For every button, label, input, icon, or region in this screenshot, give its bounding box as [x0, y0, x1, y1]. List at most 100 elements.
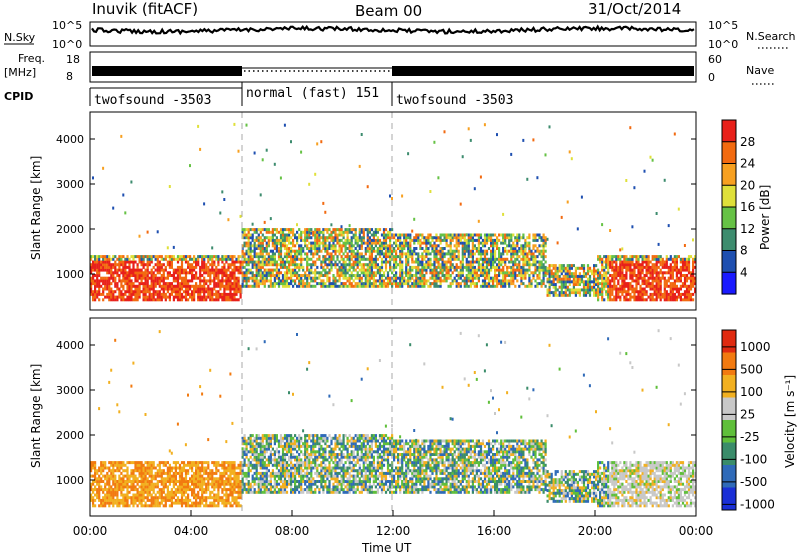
heatmap-cell [445, 263, 448, 267]
heatmap-cell [445, 236, 448, 240]
heatmap-cell [378, 244, 382, 248]
heatmap-cell [609, 229, 612, 232]
heatmap-cell [570, 280, 573, 284]
heatmap-cell [441, 263, 444, 267]
heatmap-cell [215, 271, 218, 275]
heatmap-cell [530, 284, 533, 288]
heatmap-cell [114, 263, 117, 267]
heatmap-cell [106, 482, 109, 486]
heatmap-cell [150, 471, 153, 475]
heatmap-cell [116, 287, 119, 291]
heatmap-cell [221, 284, 224, 288]
heatmap-cell [267, 271, 270, 275]
heatmap-cell [544, 274, 547, 277]
heatmap-cell [403, 282, 406, 286]
heatmap-cell [187, 265, 190, 269]
heatmap-cell [619, 274, 622, 277]
heatmap-cell [298, 257, 301, 261]
heatmap-cell [142, 480, 145, 483]
heatmap-cell [459, 274, 462, 277]
heatmap-cell [445, 265, 448, 269]
heatmap-cell [370, 228, 373, 232]
heatmap-cell [433, 282, 436, 286]
heatmap-cell [631, 263, 634, 267]
heatmap-cell [312, 279, 315, 283]
heatmap-cell [651, 292, 654, 296]
heatmap-cell [481, 284, 485, 288]
heatmap-cell [605, 290, 608, 294]
heatmap-cell [292, 279, 295, 283]
heatmap-cell [485, 260, 489, 264]
heatmap-cell [300, 150, 303, 154]
heatmap-cell [681, 257, 685, 261]
heatmap-cell [595, 283, 598, 286]
heatmap-cell [518, 284, 521, 288]
heatmap-cell [591, 288, 594, 292]
heatmap-cell [520, 274, 523, 277]
heatmap-cell [397, 263, 400, 267]
heatmap-cell [389, 238, 392, 242]
heatmap-cell [174, 257, 177, 261]
heatmap-cell [520, 252, 523, 256]
heatmap-cell [138, 480, 141, 483]
heatmap-cell [128, 287, 131, 291]
heatmap-cell [457, 274, 460, 277]
heatmap-cell [172, 461, 175, 465]
heatmap-cell [94, 469, 97, 473]
heatmap-cell [560, 285, 563, 289]
heatmap-cell [146, 230, 149, 234]
heatmap-cell [623, 295, 626, 299]
heatmap-cell [205, 290, 208, 294]
heatmap-cell [108, 485, 111, 489]
heatmap-cell [265, 148, 268, 152]
heatmap-cell [142, 477, 145, 481]
heatmap-cell [437, 276, 440, 280]
heatmap-cell [663, 279, 666, 283]
heatmap-cell [120, 480, 123, 483]
heatmap-cell [508, 284, 511, 288]
heatmap-cell [350, 247, 353, 250]
heatmap-cell [104, 295, 107, 299]
heatmap-cell [647, 260, 650, 264]
heatmap-cell [348, 249, 351, 253]
heatmap-cell [144, 279, 147, 283]
heatmap-cell [168, 498, 171, 502]
heatmap-cell [536, 274, 539, 277]
heatmap-cell [191, 284, 194, 288]
heatmap-cell [605, 282, 608, 286]
heatmap-cell [247, 230, 250, 234]
heatmap-cell [184, 298, 188, 302]
heatmap-cell [512, 255, 515, 259]
heatmap-cell [490, 249, 493, 253]
heatmap-cell [283, 260, 287, 264]
heatmap-cell [593, 291, 596, 295]
heatmap-cell [227, 257, 230, 261]
heatmap-cell [104, 498, 107, 502]
heatmap-cell [568, 266, 571, 270]
heatmap-cell [156, 279, 159, 283]
heatmap-cell [112, 461, 115, 465]
heatmap-cell [227, 268, 230, 272]
heatmap-cell [160, 274, 163, 277]
heatmap-cell [336, 274, 339, 277]
heatmap-cell [176, 260, 180, 264]
heatmap-cell [605, 257, 608, 261]
heatmap-cell [166, 485, 169, 489]
heatmap-cell [443, 247, 446, 250]
heatmap-cell [290, 276, 293, 280]
heatmap-cell [538, 271, 541, 275]
heatmap-cell [342, 257, 345, 261]
heatmap-cell [481, 257, 485, 261]
heatmap-cell [463, 238, 466, 242]
heatmap-cell [330, 257, 333, 261]
heatmap-cell [366, 249, 369, 253]
heatmap-cell [298, 284, 301, 288]
heatmap-cell [251, 276, 254, 280]
heatmap-cell [332, 230, 335, 234]
heatmap-cell [427, 257, 430, 261]
heatmap-cell [273, 228, 276, 232]
heatmap-cell [146, 290, 149, 294]
heatmap-cell [380, 247, 384, 250]
heatmap-cell [595, 272, 598, 276]
heatmap-cell [635, 295, 638, 299]
